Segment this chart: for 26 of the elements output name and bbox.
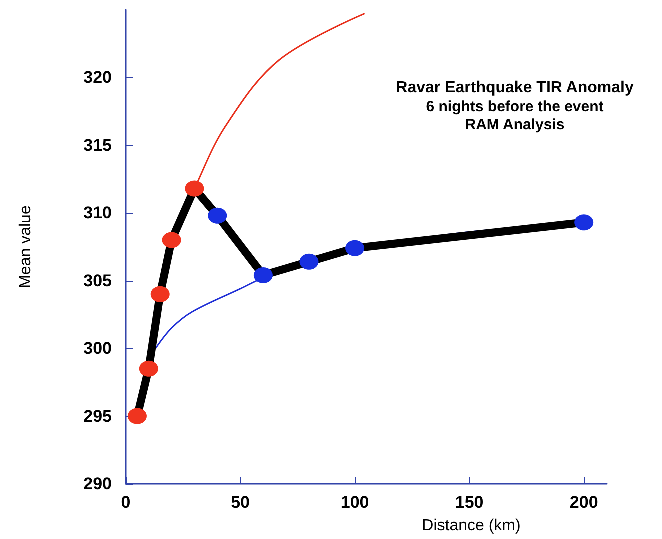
point (254, 267, 273, 284)
point (346, 240, 365, 256)
y-tick-label: 290 (84, 474, 112, 494)
y-axis-title: Mean value (18, 206, 34, 288)
y-tick-label: 310 (84, 204, 112, 223)
point (185, 180, 204, 197)
point (208, 208, 228, 224)
text: 6 nights before the event RAM Analysis (426, 98, 604, 134)
x-tick-label: 150 (455, 493, 484, 512)
point (128, 408, 147, 424)
point (150, 286, 170, 302)
x-tick-label: 100 (340, 493, 370, 512)
point (139, 360, 158, 377)
x-tick-label: 200 (570, 493, 598, 512)
point (574, 214, 594, 231)
y-tick-label: 300 (84, 339, 112, 358)
y-tick-label: 295 (84, 406, 112, 426)
point (300, 254, 319, 270)
point (162, 232, 182, 248)
text: Ravar Earthquake TIR Anomaly (396, 80, 634, 96)
x-axis-title: Distance (km) (422, 518, 521, 534)
y-tick-label: 315 (84, 136, 112, 155)
x-tick-label: 0 (121, 493, 131, 512)
x-tick-label: 50 (231, 493, 250, 512)
y-tick-label: 320 (84, 68, 112, 88)
y-tick-label: 305 (84, 271, 112, 290)
